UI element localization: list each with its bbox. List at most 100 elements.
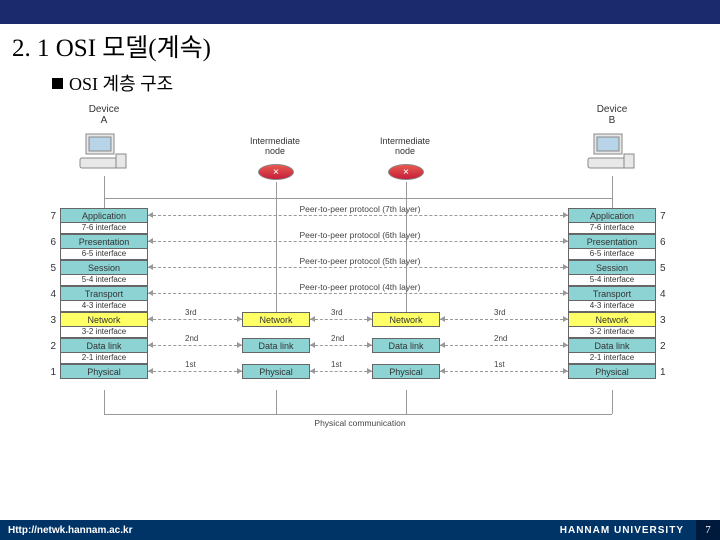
device-b-label: DeviceB — [582, 104, 642, 126]
layer-transport: Transport — [568, 286, 656, 301]
hop-line — [440, 319, 568, 320]
conn — [276, 390, 277, 414]
layer-presentation: Presentation — [568, 234, 656, 249]
layer-application: Application — [60, 208, 148, 223]
layer-network: Network — [568, 312, 656, 327]
layer-num: 2 — [44, 341, 56, 352]
interface-label: 4-3 interface — [568, 301, 656, 312]
layer-num: 5 — [44, 263, 56, 274]
hop-label: 3rd — [331, 308, 343, 317]
layer-presentation: Presentation — [60, 234, 148, 249]
interface-label: 6-5 interface — [568, 249, 656, 260]
subtitle-text: OSI 계층 구조 — [69, 74, 173, 94]
computer-b-icon — [586, 132, 638, 174]
proto-line — [148, 241, 568, 242]
slide-subtitle: OSI 계층 구조 — [0, 66, 720, 102]
mini-layer: Data link — [242, 338, 310, 353]
interface-label: 6-5 interface — [60, 249, 148, 260]
layer-physical: Physical — [60, 364, 148, 379]
interface-label: 5-4 interface — [568, 275, 656, 286]
layer-num: 4 — [660, 289, 672, 300]
hop-label: 2nd — [331, 334, 344, 343]
layer-num: 6 — [660, 237, 672, 248]
slide-title: 2. 1 OSI 모델(계속) — [0, 24, 720, 66]
physical-line — [104, 414, 612, 415]
hop-label: 2nd — [494, 334, 507, 343]
layer-data-link: Data link — [60, 338, 148, 353]
layer-num: 3 — [660, 315, 672, 326]
hop-line — [310, 319, 372, 320]
footer-university: HANNAM UNIVERSITY — [560, 525, 684, 536]
proto-label: Peer-to-peer protocol (6th layer) — [250, 230, 470, 240]
layer-num: 4 — [44, 289, 56, 300]
mini-layer: Network — [242, 312, 310, 327]
layer-num: 3 — [44, 315, 56, 326]
footer-bar: Http://netwk.hannam.ac.kr HANNAM UNIVERS… — [0, 520, 720, 540]
interface-label: 3-2 interface — [568, 327, 656, 338]
inter-node-2-label: Intermediatenode — [370, 136, 440, 156]
page-number: 7 — [696, 520, 720, 540]
conn — [104, 176, 105, 208]
proto-line — [148, 267, 568, 268]
layer-data-link: Data link — [568, 338, 656, 353]
interface-label: 7-6 interface — [568, 223, 656, 234]
layer-application: Application — [568, 208, 656, 223]
conn — [406, 390, 407, 414]
hop-label: 1st — [494, 360, 505, 369]
conn — [276, 182, 277, 198]
conn — [406, 182, 407, 198]
hop-line — [148, 345, 242, 346]
mini-layer: Physical — [242, 364, 310, 379]
stack-inter-2: Network Data link Physical — [372, 312, 440, 390]
layer-num: 5 — [660, 263, 672, 274]
conn — [104, 198, 612, 199]
proto-label: Peer-to-peer protocol (4th layer) — [250, 282, 470, 292]
stack-inter-1: Network Data link Physical — [242, 312, 310, 390]
interface-label: 3-2 interface — [60, 327, 148, 338]
layer-num: 6 — [44, 237, 56, 248]
mini-layer: Network — [372, 312, 440, 327]
physical-comm-label: Physical communication — [270, 418, 450, 428]
layer-num: 2 — [660, 341, 672, 352]
hop-line — [310, 345, 372, 346]
hop-line — [440, 371, 568, 372]
bullet-icon — [52, 78, 63, 89]
interface-label: 2-1 interface — [60, 353, 148, 364]
stack-device-b: Application7-6 interfacePresentation6-5 … — [568, 208, 656, 379]
interface-label: 2-1 interface — [568, 353, 656, 364]
layer-session: Session — [60, 260, 148, 275]
stack-device-a: Application7-6 interfacePresentation6-5 … — [60, 208, 148, 379]
footer-url: Http://netwk.hannam.ac.kr — [8, 525, 132, 536]
conn — [612, 176, 613, 208]
hop-line — [148, 319, 242, 320]
hop-line — [440, 345, 568, 346]
hop-label: 3rd — [494, 308, 506, 317]
hop-label: 2nd — [185, 334, 198, 343]
mini-layer: Data link — [372, 338, 440, 353]
computer-a-icon — [78, 132, 130, 174]
layer-network: Network — [60, 312, 148, 327]
hop-label: 3rd — [185, 308, 197, 317]
hop-label: 1st — [331, 360, 342, 369]
interface-label: 5-4 interface — [60, 275, 148, 286]
interface-label: 7-6 interface — [60, 223, 148, 234]
layer-physical: Physical — [568, 364, 656, 379]
hop-line — [148, 371, 242, 372]
layer-transport: Transport — [60, 286, 148, 301]
device-a-label: DeviceA — [74, 104, 134, 126]
layer-num: 7 — [660, 211, 672, 222]
layer-num: 7 — [44, 211, 56, 222]
layer-num: 1 — [44, 367, 56, 378]
router-1-icon — [258, 164, 294, 180]
header-bar — [0, 0, 720, 24]
hop-label: 1st — [185, 360, 196, 369]
osi-diagram: DeviceA DeviceB Intermediatenode Interme… — [30, 102, 690, 500]
proto-line — [148, 215, 568, 216]
layer-num: 1 — [660, 367, 672, 378]
mini-layer: Physical — [372, 364, 440, 379]
proto-label: Peer-to-peer protocol (7th layer) — [250, 204, 470, 214]
interface-label: 4-3 interface — [60, 301, 148, 312]
inter-node-1-label: Intermediatenode — [240, 136, 310, 156]
layer-session: Session — [568, 260, 656, 275]
proto-line — [148, 293, 568, 294]
